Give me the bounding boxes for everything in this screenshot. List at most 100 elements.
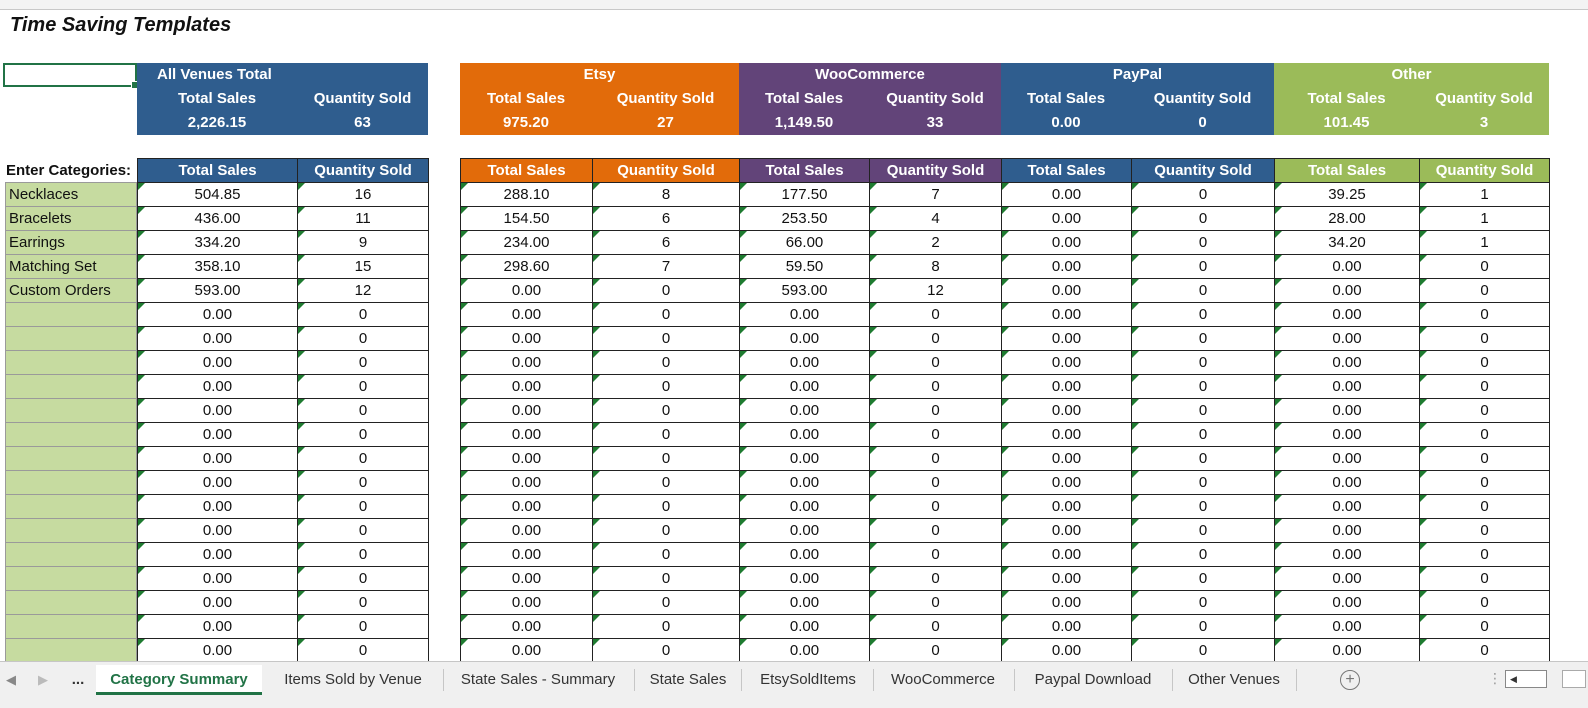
category-cell[interactable]: Earrings [5, 230, 137, 255]
quantity-sold-cell[interactable]: 7 [592, 254, 740, 279]
total-sales-cell[interactable]: 0.00 [460, 494, 593, 519]
quantity-sold-cell[interactable]: 0 [1131, 542, 1275, 567]
category-cell[interactable]: Necklaces [5, 182, 137, 207]
quantity-sold-cell[interactable]: 0 [297, 638, 429, 663]
total-sales-cell[interactable]: 0.00 [460, 398, 593, 423]
total-sales-cell[interactable]: 0.00 [460, 566, 593, 591]
quantity-sold-cell[interactable]: 0 [869, 302, 1002, 327]
total-sales-value[interactable]: 1,149.50 [774, 114, 834, 131]
quantity-sold-cell[interactable]: 0 [1419, 374, 1550, 399]
total-sales-cell[interactable]: 0.00 [739, 518, 870, 543]
total-sales-cell[interactable]: 0.00 [739, 494, 870, 519]
quantity-sold-cell[interactable]: 0 [1131, 422, 1275, 447]
more-options-icon[interactable]: ⋮ [1488, 670, 1502, 686]
total-sales-cell[interactable]: 0.00 [137, 614, 298, 639]
total-sales-cell[interactable]: 0.00 [137, 422, 298, 447]
total-sales-cell[interactable]: 0.00 [1001, 374, 1132, 399]
total-sales-cell[interactable]: 0.00 [460, 302, 593, 327]
quantity-sold-cell[interactable]: 0 [869, 518, 1002, 543]
quantity-sold-cell[interactable]: 0 [297, 302, 429, 327]
category-cell[interactable] [5, 350, 137, 375]
quantity-sold-cell[interactable]: 0 [1419, 518, 1550, 543]
tab-woocommerce[interactable]: WooCommerce [891, 671, 995, 688]
total-sales-cell[interactable]: 0.00 [1274, 422, 1420, 447]
total-sales-cell[interactable]: 0.00 [739, 374, 870, 399]
quantity-sold-cell[interactable]: 0 [869, 614, 1002, 639]
category-cell[interactable] [5, 614, 137, 639]
total-sales-cell[interactable]: 0.00 [739, 638, 870, 663]
category-cell[interactable] [5, 518, 137, 543]
quantity-sold-cell[interactable]: 0 [1131, 230, 1275, 255]
quantity-sold-cell[interactable]: 9 [297, 230, 429, 255]
total-sales-cell[interactable]: 0.00 [137, 638, 298, 663]
quantity-sold-cell[interactable]: 0 [1419, 470, 1550, 495]
quantity-sold-cell[interactable]: 0 [592, 326, 740, 351]
quantity-sold-cell[interactable]: 0 [592, 566, 740, 591]
total-sales-cell[interactable]: 0.00 [1001, 230, 1132, 255]
quantity-sold-cell[interactable]: 0 [1131, 518, 1275, 543]
category-cell[interactable] [5, 398, 137, 423]
total-sales-cell[interactable]: 0.00 [460, 446, 593, 471]
quantity-sold-cell[interactable]: 0 [1419, 350, 1550, 375]
quantity-sold-cell[interactable]: 0 [1131, 206, 1275, 231]
quantity-sold-cell[interactable]: 0 [592, 518, 740, 543]
total-sales-cell[interactable]: 0.00 [1274, 302, 1420, 327]
total-sales-cell[interactable]: 0.00 [1001, 206, 1132, 231]
quantity-sold-cell[interactable]: 6 [592, 230, 740, 255]
quantity-sold-cell[interactable]: 0 [1131, 398, 1275, 423]
total-sales-cell[interactable]: 0.00 [1001, 542, 1132, 567]
quantity-sold-cell[interactable]: 0 [297, 590, 429, 615]
total-sales-cell[interactable]: 0.00 [137, 302, 298, 327]
quantity-sold-cell[interactable]: 0 [869, 470, 1002, 495]
total-sales-cell[interactable]: 0.00 [739, 326, 870, 351]
total-sales-cell[interactable]: 0.00 [137, 470, 298, 495]
total-sales-cell[interactable]: 0.00 [1274, 326, 1420, 351]
quantity-sold-value[interactable]: 27 [657, 114, 674, 131]
quantity-sold-cell[interactable]: 0 [1419, 638, 1550, 663]
category-cell[interactable] [5, 302, 137, 327]
quantity-sold-cell[interactable]: 0 [869, 590, 1002, 615]
total-sales-cell[interactable]: 0.00 [1001, 302, 1132, 327]
total-sales-cell[interactable]: 504.85 [137, 182, 298, 207]
total-sales-cell[interactable]: 0.00 [460, 518, 593, 543]
quantity-sold-cell[interactable]: 0 [1419, 614, 1550, 639]
total-sales-cell[interactable]: 334.20 [137, 230, 298, 255]
total-sales-cell[interactable]: 0.00 [137, 566, 298, 591]
more-tabs-button[interactable]: ... [71, 671, 85, 688]
quantity-sold-cell[interactable]: 0 [869, 494, 1002, 519]
total-sales-cell[interactable]: 234.00 [460, 230, 593, 255]
total-sales-cell[interactable]: 0.00 [1274, 254, 1420, 279]
total-sales-cell[interactable]: 0.00 [460, 278, 593, 303]
quantity-sold-cell[interactable]: 0 [869, 374, 1002, 399]
quantity-sold-cell[interactable]: 0 [869, 398, 1002, 423]
total-sales-cell[interactable]: 0.00 [739, 350, 870, 375]
total-sales-cell[interactable]: 0.00 [137, 326, 298, 351]
tab-state-sales[interactable]: State Sales [649, 671, 727, 688]
quantity-sold-cell[interactable]: 7 [869, 182, 1002, 207]
quantity-sold-cell[interactable]: 0 [297, 398, 429, 423]
total-sales-cell[interactable]: 0.00 [460, 374, 593, 399]
total-sales-cell[interactable]: 39.25 [1274, 182, 1420, 207]
quantity-sold-cell[interactable]: 0 [869, 638, 1002, 663]
quantity-sold-cell[interactable]: 0 [297, 566, 429, 591]
total-sales-cell[interactable]: 593.00 [137, 278, 298, 303]
total-sales-cell[interactable]: 0.00 [1274, 638, 1420, 663]
quantity-sold-cell[interactable]: 0 [1131, 182, 1275, 207]
quantity-sold-cell[interactable]: 11 [297, 206, 429, 231]
quantity-sold-cell[interactable]: 0 [869, 566, 1002, 591]
quantity-sold-cell[interactable]: 6 [592, 206, 740, 231]
total-sales-cell[interactable]: 288.10 [460, 182, 593, 207]
tab-items-sold-by-venue[interactable]: Items Sold by Venue [284, 671, 422, 688]
total-sales-value[interactable]: 2,226.15 [187, 114, 247, 131]
quantity-sold-cell[interactable]: 1 [1419, 182, 1550, 207]
total-sales-cell[interactable]: 0.00 [739, 302, 870, 327]
selected-cell[interactable] [3, 63, 139, 89]
quantity-sold-cell[interactable]: 0 [1131, 494, 1275, 519]
tab-etsy-sold-items[interactable]: EtsySoldItems [760, 671, 856, 688]
quantity-sold-cell[interactable]: 0 [1131, 350, 1275, 375]
total-sales-cell[interactable]: 0.00 [137, 374, 298, 399]
total-sales-cell[interactable]: 0.00 [739, 566, 870, 591]
quantity-sold-cell[interactable]: 0 [1419, 398, 1550, 423]
plus-circle-icon[interactable]: + [1340, 670, 1360, 690]
quantity-sold-cell[interactable]: 16 [297, 182, 429, 207]
